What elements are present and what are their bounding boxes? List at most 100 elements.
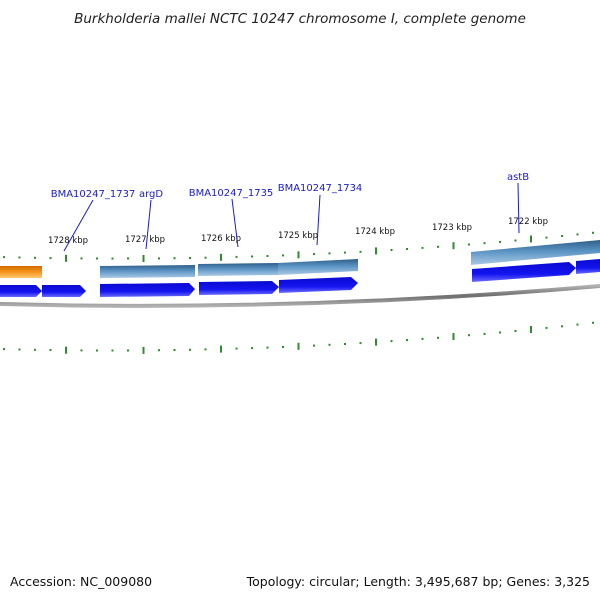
leader-line [231,198,239,248]
minor-tick [282,254,284,257]
minor-tick [421,337,424,340]
cds-arrow[interactable] [199,281,279,295]
cds-track [0,259,600,297]
gene-labels: BMA10247_1737 argD BMA10247_1735 BMA1024… [51,172,529,200]
minor-tick [344,251,346,254]
minor-tick [592,231,594,234]
ruler-label: 1723 kbp [432,223,472,233]
minor-tick [390,340,393,343]
major-tick [220,253,222,261]
major-tick [220,345,222,353]
minor-tick [406,248,408,250]
minor-tick [80,349,83,352]
minor-tick [127,349,129,352]
minor-tick [437,336,439,339]
minor-tick [328,252,331,255]
chromosome-backbone [0,284,600,308]
cds-arrow[interactable] [472,262,576,282]
gene-feature[interactable] [278,259,358,275]
gene-label[interactable]: BMA10247_1735 [189,188,274,199]
major-tick [142,346,145,354]
minor-tick [189,348,191,351]
leader-line [517,182,520,234]
major-tick [452,242,455,250]
minor-tick [545,236,548,239]
gene-feature-other[interactable] [0,266,42,278]
minor-tick [80,257,83,260]
gene-label[interactable]: argD [139,189,163,200]
minor-tick [3,348,5,351]
minor-tick [235,255,238,258]
minor-tick [468,243,470,246]
genome-summary-text: Topology: circular; Length: 3,495,687 bp… [246,574,590,589]
gene-label[interactable]: BMA10247_1737 [51,189,136,200]
gene-feature[interactable] [100,265,195,278]
minor-tick [173,257,176,260]
minor-tick [499,331,501,334]
ruler-label: 1726 kbp [201,234,241,244]
minor-tick [96,257,98,260]
accession-text: Accession: NC_009080 [10,574,152,589]
gene-feature[interactable] [471,240,600,265]
gene-label-leaders [63,182,520,252]
minor-tick [235,347,238,350]
minor-tick [561,235,563,237]
outer-tick-row [3,231,594,262]
gene-feature[interactable] [198,263,278,276]
cds-arrow[interactable] [42,285,86,297]
minor-tick [49,257,52,260]
minor-tick [204,348,207,351]
cds-arrow[interactable] [576,259,600,274]
minor-tick [561,325,563,328]
minor-tick [499,240,501,243]
minor-tick [514,239,517,242]
major-tick [297,342,300,350]
ruler-label: 1728 kbp [48,236,88,246]
minor-tick [173,349,176,351]
minor-tick [49,349,52,351]
minor-tick [18,256,21,259]
ruler: 1728 kbp 1727 kbp 1726 kbp 1725 kbp 1724… [48,217,548,246]
minor-tick [189,257,191,259]
minor-tick [576,323,579,326]
gene-label[interactable]: astB [507,172,529,183]
minor-tick [406,339,408,342]
ruler-label: 1725 kbp [278,231,318,241]
minor-tick [204,256,207,259]
minor-tick [483,332,486,335]
gene-label[interactable]: BMA10247_1734 [278,183,363,194]
cds-arrow[interactable] [0,285,42,297]
minor-tick [390,249,393,251]
minor-tick [18,348,21,351]
minor-tick [266,346,269,349]
minor-tick [34,256,36,259]
minor-tick [514,330,517,332]
leader-line [63,199,94,252]
minor-tick [483,242,486,245]
minor-tick [313,344,315,347]
minor-tick [421,246,424,249]
major-tick [142,255,145,262]
cds-arrow[interactable] [279,277,358,293]
minor-tick [545,326,548,329]
minor-tick [266,255,269,257]
leader-line [145,199,152,250]
minor-tick [313,253,315,256]
leader-line [316,194,321,246]
inner-tick-row [3,321,594,354]
major-tick [375,338,377,346]
minor-tick [328,343,331,346]
minor-tick [251,347,253,350]
minor-tick [344,343,346,345]
major-tick [375,247,377,255]
minor-tick [251,255,253,258]
minor-tick [111,257,114,260]
minor-tick [576,233,579,236]
minor-tick [127,257,129,260]
major-tick [452,333,455,340]
minor-tick [359,342,362,345]
minor-tick [34,348,36,351]
minor-tick [158,257,160,260]
cds-arrow[interactable] [100,283,195,297]
major-tick [530,326,532,333]
